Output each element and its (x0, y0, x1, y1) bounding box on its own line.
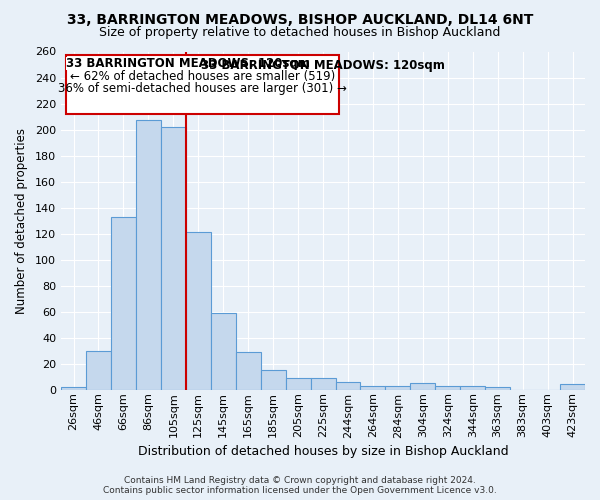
Bar (61, 387, 86, 390)
Text: 33 BARRINGTON MEADOWS: 120sqm: 33 BARRINGTON MEADOWS: 120sqm (201, 59, 445, 72)
Text: Size of property relative to detached houses in Bishop Auckland: Size of property relative to detached ho… (100, 26, 500, 39)
Bar (236, 352, 260, 390)
Text: Contains public sector information licensed under the Open Government Licence v3: Contains public sector information licen… (103, 486, 497, 495)
Text: 33, BARRINGTON MEADOWS, BISHOP AUCKLAND, DL14 6NT: 33, BARRINGTON MEADOWS, BISHOP AUCKLAND,… (67, 12, 533, 26)
Y-axis label: Number of detached properties: Number of detached properties (15, 128, 28, 314)
Bar (260, 370, 286, 390)
Bar (410, 383, 436, 390)
Bar (385, 386, 410, 390)
Bar (485, 387, 510, 390)
Bar (335, 382, 361, 390)
Text: Contains HM Land Registry data © Crown copyright and database right 2024.: Contains HM Land Registry data © Crown c… (124, 476, 476, 485)
Bar (311, 378, 335, 390)
Bar (111, 216, 136, 390)
Bar (186, 232, 211, 390)
Bar (86, 350, 111, 390)
Bar (286, 378, 311, 390)
Bar (211, 313, 236, 390)
Text: 33 BARRINGTON MEADOWS: 120sqm: 33 BARRINGTON MEADOWS: 120sqm (66, 56, 310, 70)
Bar (361, 386, 385, 390)
FancyBboxPatch shape (66, 55, 339, 114)
Bar (560, 384, 585, 390)
Text: ← 62% of detached houses are smaller (519): ← 62% of detached houses are smaller (51… (70, 70, 335, 83)
Bar (436, 386, 460, 390)
Bar (136, 120, 161, 390)
Bar (460, 386, 485, 390)
Bar (161, 127, 186, 390)
Text: 36% of semi-detached houses are larger (301) →: 36% of semi-detached houses are larger (… (58, 82, 347, 95)
X-axis label: Distribution of detached houses by size in Bishop Auckland: Distribution of detached houses by size … (138, 444, 508, 458)
